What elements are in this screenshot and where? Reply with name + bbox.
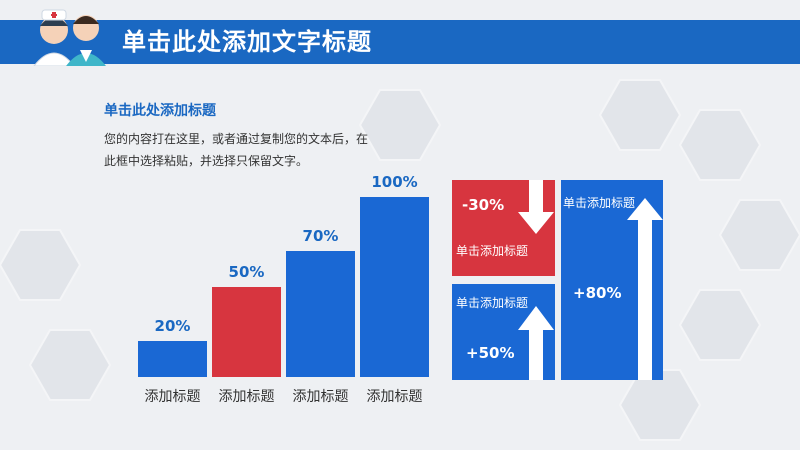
bar-value-label: 70% xyxy=(303,227,339,245)
bar-value-label: 50% xyxy=(229,263,265,281)
card-value: +80% xyxy=(573,284,622,302)
category-label: 添加标题 xyxy=(219,389,275,405)
bar-1 xyxy=(138,341,207,377)
card-label: 单击添加标题 xyxy=(456,244,529,258)
category-label: 添加标题 xyxy=(367,389,423,405)
arrow-down-icon xyxy=(518,180,554,234)
stat-card-decrease: -30% 单击添加标题 xyxy=(452,180,555,276)
page-title: 单击此处添加文字标题 xyxy=(122,28,372,56)
bar-2 xyxy=(212,287,281,377)
card-label: 单击添加标题 xyxy=(456,296,529,310)
arrow-up-icon xyxy=(518,306,554,380)
bar-4 xyxy=(360,197,429,377)
arrow-up-icon xyxy=(627,198,663,380)
card-value: +50% xyxy=(466,344,515,362)
bar-3 xyxy=(286,251,355,377)
stat-card-increase-small: 单击添加标题 +50% xyxy=(452,284,555,380)
stat-card-increase-large: 单击添加标题 +80% xyxy=(561,180,663,380)
header-bar xyxy=(0,20,800,64)
bar-value-label: 100% xyxy=(371,173,417,191)
doctors-icon xyxy=(33,9,106,66)
bar-value-label: 20% xyxy=(155,317,191,335)
body-text: 您的内容打在这里，或者通过复制您的文本后，在此框中选择粘贴，并选择只保留文字。 xyxy=(104,132,369,168)
category-label: 添加标题 xyxy=(293,389,349,405)
section-subtitle: 单击此处添加标题 xyxy=(104,103,216,119)
card-label: 单击添加标题 xyxy=(563,196,636,210)
category-label: 添加标题 xyxy=(145,389,201,405)
card-value: -30% xyxy=(462,196,505,214)
